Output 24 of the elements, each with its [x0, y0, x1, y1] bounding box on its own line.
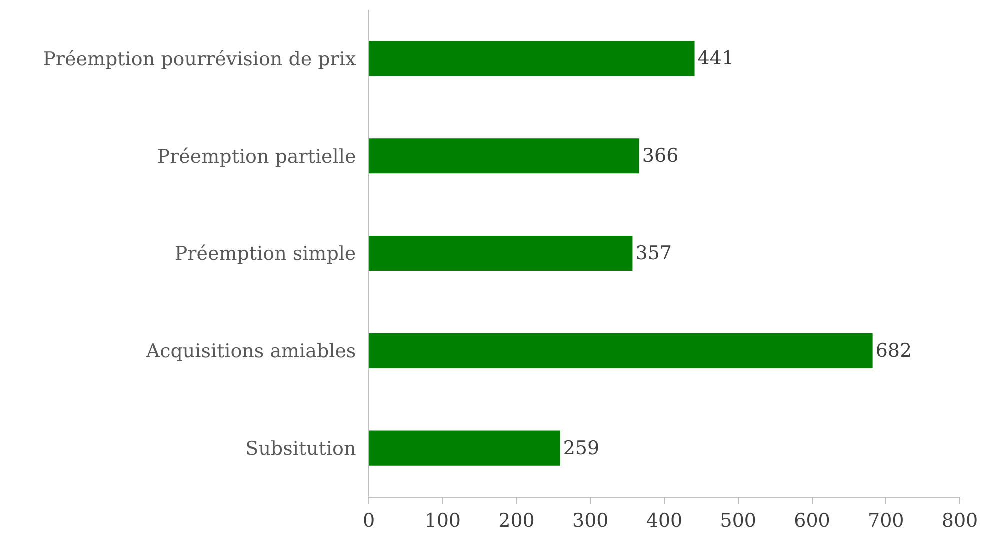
y-tick-label: Préemption pourrévision de prix [43, 48, 356, 70]
y-tick-label: Subsitution [246, 438, 356, 460]
y-tick-label: Acquisitions amiables [145, 340, 356, 363]
data-label: 441 [698, 48, 734, 70]
bar [369, 430, 560, 466]
data-label: 682 [876, 340, 912, 362]
x-tick-label: 800 [942, 510, 978, 532]
bar [369, 236, 633, 272]
x-tick-label: 300 [572, 510, 609, 532]
data-label: 366 [642, 145, 679, 168]
y-tick-label: Préemption partielle [157, 146, 356, 168]
bar [369, 41, 695, 76]
x-tick-label: 400 [646, 510, 683, 532]
data-label: 357 [636, 242, 672, 264]
y-tick-label: Préemption simple [174, 243, 356, 266]
bar [369, 333, 873, 368]
x-tick-label: 600 [794, 510, 830, 532]
x-tick-label: 700 [868, 510, 904, 532]
x-tick-label: 200 [498, 510, 535, 532]
x-tick-label: 100 [424, 510, 462, 532]
bar [369, 138, 640, 174]
data-label: 259 [563, 437, 600, 460]
x-tick-label: 500 [720, 510, 757, 532]
x-tick-label: 0 [362, 510, 376, 532]
